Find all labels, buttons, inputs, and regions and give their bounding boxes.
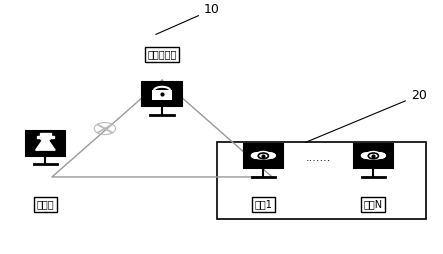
- Ellipse shape: [257, 151, 270, 157]
- Ellipse shape: [374, 153, 385, 158]
- FancyBboxPatch shape: [142, 82, 182, 106]
- FancyBboxPatch shape: [152, 90, 172, 100]
- Ellipse shape: [367, 151, 380, 157]
- Polygon shape: [40, 133, 51, 137]
- Text: .......: .......: [306, 153, 331, 163]
- Text: 节点N: 节点N: [364, 199, 383, 209]
- Text: 20: 20: [306, 89, 427, 142]
- FancyBboxPatch shape: [244, 144, 283, 168]
- Ellipse shape: [252, 153, 262, 158]
- Ellipse shape: [365, 155, 382, 159]
- Polygon shape: [361, 153, 385, 158]
- FancyBboxPatch shape: [26, 132, 65, 156]
- Text: 攻击点: 攻击点: [37, 199, 54, 209]
- FancyBboxPatch shape: [217, 142, 426, 219]
- Text: 节点1: 节点1: [254, 199, 272, 209]
- Text: 中心调度点: 中心调度点: [148, 49, 177, 59]
- Circle shape: [40, 135, 51, 141]
- Polygon shape: [35, 141, 55, 150]
- Text: 10: 10: [156, 3, 220, 35]
- Ellipse shape: [264, 153, 275, 158]
- Ellipse shape: [255, 155, 272, 159]
- FancyBboxPatch shape: [354, 144, 393, 168]
- Ellipse shape: [361, 153, 373, 158]
- Polygon shape: [252, 153, 275, 158]
- Polygon shape: [36, 136, 54, 138]
